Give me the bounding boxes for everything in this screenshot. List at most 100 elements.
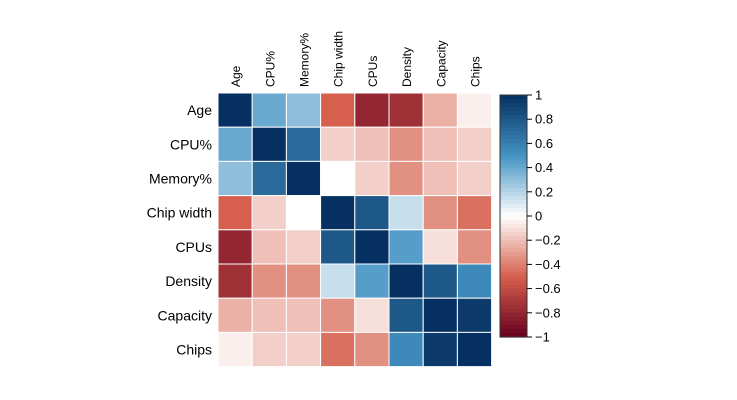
colorbar-tick-label: 0.8 bbox=[535, 112, 553, 127]
row-label: Capacity bbox=[158, 307, 212, 323]
heatmap-cell-5-2 bbox=[285, 263, 322, 299]
colorbar-band bbox=[500, 127, 527, 132]
colorbar-band bbox=[500, 312, 527, 318]
colorbar-band bbox=[500, 324, 527, 330]
heatmap-cell-3-3 bbox=[320, 195, 356, 231]
colorbar-tick-label: 0.4 bbox=[535, 160, 553, 175]
heatmap-cell-0-2 bbox=[285, 92, 322, 128]
row-label: Chips bbox=[176, 342, 212, 358]
heatmap-cell-1-6 bbox=[422, 126, 458, 162]
colorbar-band bbox=[500, 304, 527, 310]
heatmap-cell-2-1 bbox=[251, 160, 287, 197]
colorbar-band bbox=[500, 296, 527, 302]
row-label: Memory% bbox=[149, 171, 212, 187]
colorbar-band bbox=[500, 183, 527, 189]
colorbar-tick-label: 0 bbox=[535, 209, 542, 224]
colorbar-band bbox=[500, 123, 527, 128]
column-label: Memory% bbox=[298, 33, 312, 87]
colorbar-band bbox=[500, 135, 527, 140]
heatmap-cell-3-5 bbox=[388, 195, 424, 231]
heatmap-cell-0-3 bbox=[320, 92, 356, 128]
colorbar-band bbox=[500, 203, 527, 209]
heatmap-cell-7-7 bbox=[456, 331, 493, 368]
heatmap-cell-0-6 bbox=[422, 92, 458, 128]
colorbar-band bbox=[500, 220, 527, 225]
colorbar-band bbox=[500, 320, 527, 326]
heatmap-cell-5-3 bbox=[320, 263, 356, 299]
heatmap-cell-3-2 bbox=[285, 195, 322, 231]
colorbar-band bbox=[500, 175, 527, 181]
heatmap-cell-1-4 bbox=[354, 126, 390, 162]
heatmap-cell-7-6 bbox=[422, 331, 458, 368]
column-label: Density bbox=[400, 47, 414, 87]
heatmap-cell-2-2 bbox=[285, 160, 322, 197]
colorbar-band bbox=[500, 284, 527, 290]
colorbar-tick-label: 0.6 bbox=[535, 136, 553, 151]
heatmap-cell-1-3 bbox=[320, 126, 356, 162]
colorbar-band bbox=[500, 316, 527, 322]
row-label: CPUs bbox=[175, 239, 212, 255]
colorbar-band bbox=[500, 216, 527, 221]
colorbar-tick-label: −0.2 bbox=[535, 233, 561, 248]
row-label: Chip width bbox=[147, 205, 212, 221]
heatmap-cell-6-6 bbox=[422, 297, 458, 333]
colorbar-band bbox=[500, 143, 527, 149]
column-label: CPU% bbox=[263, 51, 277, 87]
heatmap-cell-3-6 bbox=[422, 195, 458, 231]
column-label: CPUs bbox=[366, 56, 380, 87]
colorbar-band bbox=[500, 199, 527, 205]
colorbar-band bbox=[500, 232, 527, 237]
heatmap-cell-0-7 bbox=[456, 92, 493, 128]
colorbar-band bbox=[500, 187, 527, 193]
row-labels: Age CPU% Memory% Chip width CPUs Density Capac… bbox=[147, 102, 213, 357]
colorbar-band bbox=[500, 292, 527, 298]
heatmap-cell-6-7 bbox=[456, 297, 493, 333]
heatmap-cell-1-5 bbox=[388, 126, 424, 162]
column-label: Age bbox=[229, 65, 243, 87]
colorbar-band bbox=[500, 260, 527, 265]
row-label: CPU% bbox=[170, 136, 212, 152]
heatmap-cell-3-4 bbox=[354, 195, 390, 231]
colorbar-band bbox=[500, 228, 527, 233]
colorbar-band bbox=[500, 276, 527, 282]
heatmap-cell-7-2 bbox=[285, 331, 322, 368]
colorbar-band bbox=[500, 139, 527, 144]
heatmap-cell-5-0 bbox=[217, 263, 253, 299]
colorbar-band bbox=[500, 151, 527, 157]
colorbar-band bbox=[500, 240, 527, 245]
colorbar-band bbox=[500, 328, 527, 334]
column-label: Capacity bbox=[434, 40, 448, 87]
heatmap-cell-2-6 bbox=[422, 160, 458, 197]
colorbar-tick-label: −0.6 bbox=[535, 281, 561, 296]
colorbar-band bbox=[500, 195, 527, 201]
colorbar-band bbox=[500, 147, 527, 153]
row-label: Density bbox=[165, 273, 212, 289]
heatmap-cell-4-6 bbox=[422, 229, 458, 265]
heatmap-cell-5-5 bbox=[388, 263, 424, 299]
heatmap-cell-4-7 bbox=[456, 229, 493, 265]
colorbar-band bbox=[500, 103, 527, 108]
colorbar-band bbox=[500, 332, 527, 338]
heatmap-cell-6-4 bbox=[354, 297, 390, 333]
row-label: Age bbox=[187, 102, 212, 118]
heatmap-cell-1-1 bbox=[251, 126, 287, 162]
colorbar-band bbox=[500, 163, 527, 169]
heatmap-cell-7-5 bbox=[388, 331, 424, 368]
colorbar-band bbox=[500, 191, 527, 197]
colorbar-band bbox=[500, 252, 527, 257]
colorbar-band bbox=[500, 236, 527, 241]
colorbar-band bbox=[500, 288, 527, 294]
colorbar-band bbox=[500, 268, 527, 274]
colorbar-band bbox=[500, 131, 527, 136]
heatmap-cell-5-7 bbox=[456, 263, 493, 299]
colorbar-tick-label: −0.4 bbox=[535, 257, 561, 272]
heatmap-cell-1-2 bbox=[285, 126, 322, 162]
heatmap-cell-3-0 bbox=[217, 195, 253, 231]
heatmap-cell-6-2 bbox=[285, 297, 322, 333]
heatmap-cell-5-1 bbox=[251, 263, 287, 299]
heatmap-cell-6-3 bbox=[320, 297, 356, 333]
heatmap-cell-6-0 bbox=[217, 297, 253, 333]
heatmap-cell-0-1 bbox=[251, 92, 287, 128]
heatmap-cell-7-1 bbox=[251, 331, 287, 368]
